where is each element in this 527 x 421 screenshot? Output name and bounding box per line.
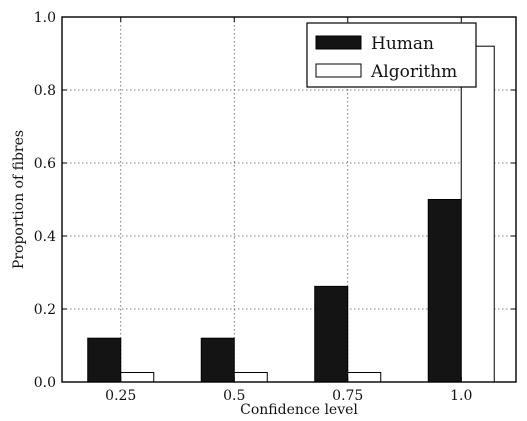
x-tick-label: 0.75 [332, 388, 363, 404]
y-tick-label: 0.0 [34, 375, 56, 391]
bar-human [200, 337, 235, 383]
y-tick-label: 0.6 [34, 156, 56, 172]
x-axis-label: Confidence level [240, 402, 358, 418]
plot-frame [61, 16, 517, 383]
bar-algorithm [233, 372, 268, 383]
y-tick-label: 0.8 [34, 83, 56, 99]
y-tick-label: 0.2 [34, 302, 56, 318]
legend-label-human: Human [371, 34, 434, 54]
bar-algorithm [347, 372, 382, 383]
bar-human [314, 285, 349, 383]
legend: Human Algorithm [306, 22, 477, 88]
legend-box [306, 22, 477, 88]
legend-label-algorithm: Algorithm [370, 62, 457, 82]
y-tick-label: 1.0 [34, 10, 56, 26]
legend-swatch-algorithm [315, 63, 362, 78]
legend-swatch-human [315, 35, 362, 50]
bar-human [427, 199, 462, 383]
bars [87, 45, 495, 383]
bar-algorithm [120, 372, 155, 383]
x-tick-label: 0.25 [105, 388, 136, 404]
x-tick-label: 0.5 [223, 388, 245, 404]
y-tick-label: 0.4 [34, 229, 56, 245]
x-tick-label: 1.0 [450, 388, 472, 404]
bar-human [87, 337, 122, 383]
axis-ticks: 0.0 0.2 0.4 0.6 0.8 1.0 0.25 0.5 0.75 1.0 [34, 10, 516, 404]
bar-algorithm [460, 45, 495, 383]
y-axis-label: Proportion of fibres [11, 130, 27, 269]
